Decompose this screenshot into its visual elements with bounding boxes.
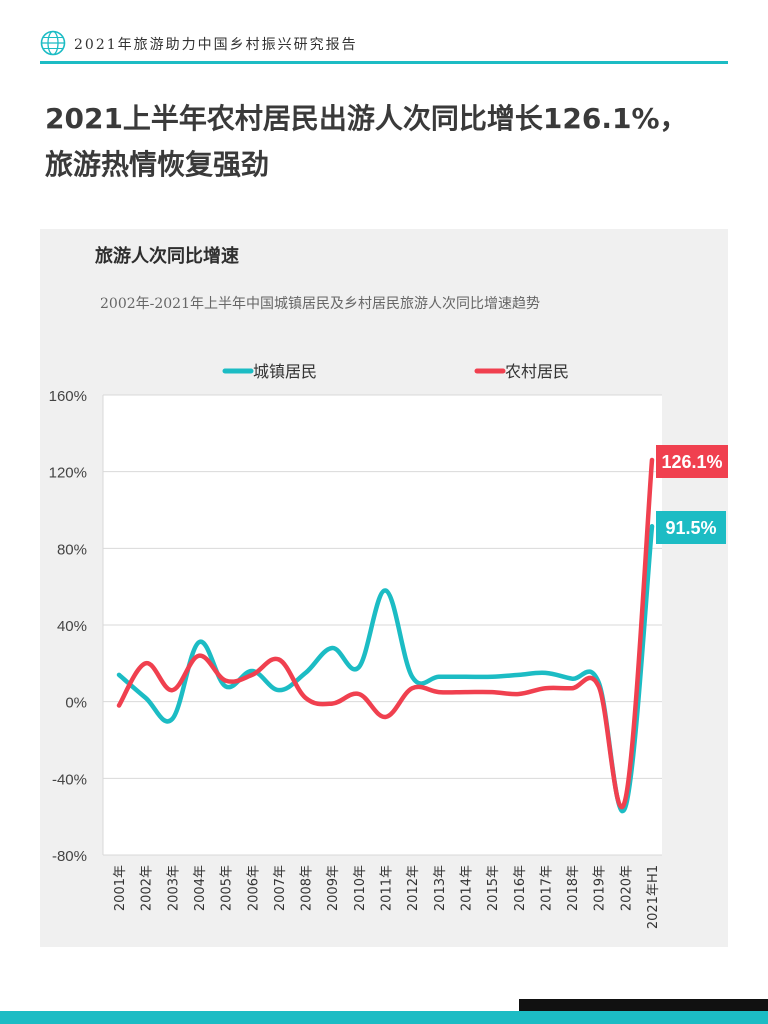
report-header: 2021年旅游助力中国乡村振兴研究报告 — [40, 28, 728, 62]
x-tick-label: 2001年 — [113, 865, 128, 911]
x-tick-label: 2017年 — [539, 865, 554, 911]
x-tick-label: 2021年H1 — [646, 865, 661, 929]
x-tick-label: 2019年 — [593, 865, 608, 911]
y-tick-label: 0% — [65, 695, 87, 712]
y-tick-label: 160% — [49, 388, 87, 405]
y-tick-label: -40% — [52, 771, 87, 788]
x-tick-label: 2008年 — [300, 865, 315, 911]
x-tick-label: 2012年 — [406, 865, 421, 911]
y-tick-label: 120% — [49, 465, 87, 482]
x-tick-label: 2011年 — [380, 865, 395, 911]
x-tick-label: 2013年 — [433, 865, 448, 911]
header-divider — [40, 61, 728, 64]
x-tick-label: 2014年 — [459, 865, 474, 911]
x-tick-label: 2016年 — [513, 865, 528, 911]
x-tick-label: 2003年 — [166, 865, 181, 911]
series-line-urban — [116, 524, 655, 814]
legend-label-urban: 城镇居民 — [253, 362, 317, 381]
end-label-urban-box — [656, 511, 726, 544]
headline-line-2: 旅游热情恢复强劲 — [45, 148, 270, 181]
footer-bar-accent — [0, 1011, 768, 1024]
x-tick-label: 2009年 — [326, 865, 341, 911]
y-tick-label: 40% — [57, 618, 87, 635]
legend-label-rural: 农村居民 — [505, 362, 569, 381]
headline-line-1: 2021上半年农村居民出游人次同比增长126.1%， — [45, 102, 688, 135]
end-label-rural-box — [656, 445, 728, 478]
report-title: 2021年旅游助力中国乡村振兴研究报告 — [74, 37, 358, 53]
series-line-rural — [116, 457, 655, 810]
x-tick-label: 2002年 — [140, 865, 155, 911]
x-tick-label: 2018年 — [566, 865, 581, 911]
globe-logo-icon — [40, 30, 66, 56]
chart-title: 旅游人次同比增速 — [95, 246, 239, 267]
x-tick-label: 2005年 — [220, 865, 235, 911]
x-tick-label: 2020年 — [619, 865, 634, 911]
y-tick-label: -80% — [52, 848, 87, 865]
y-tick-label: 80% — [57, 541, 87, 558]
chart-subtitle: 2002年-2021年上半年中国城镇居民及乡村居民旅游人次同比增速趋势 — [100, 296, 540, 312]
end-label-urban: 91.5% — [665, 518, 716, 538]
x-tick-label: 2004年 — [193, 865, 208, 911]
x-tick-label: 2015年 — [486, 865, 501, 911]
footer-bar-dark — [519, 999, 768, 1012]
page-headline: 2021上半年农村居民出游人次同比增长126.1%， 旅游热情恢复强劲 — [45, 96, 735, 188]
x-tick-label: 2007年 — [273, 865, 288, 911]
end-label-rural: 126.1% — [661, 452, 722, 472]
x-tick-label: 2006年 — [246, 865, 261, 911]
x-tick-label: 2010年 — [353, 865, 368, 911]
